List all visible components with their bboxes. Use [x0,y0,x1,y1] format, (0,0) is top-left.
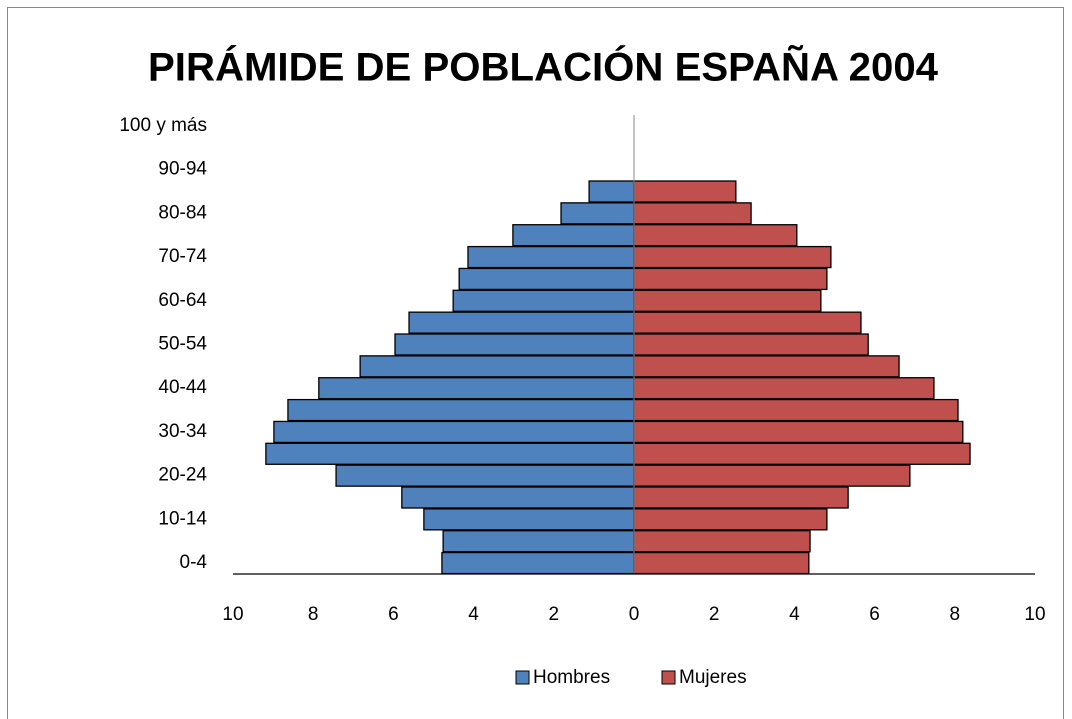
y-tick-label: 20-24 [158,465,207,486]
bar [512,224,635,247]
x-tick-label: 4 [468,604,479,625]
x-tick-label: 10 [1024,604,1045,625]
y-tick-label: 0-4 [180,552,208,573]
x-tick-label: 6 [869,604,880,625]
legend-swatch [515,670,530,685]
bar [633,464,911,487]
bar [633,398,959,422]
x-tick-label: 6 [388,604,399,625]
bar [588,180,635,203]
legend-label: Hombres [533,667,610,688]
x-tick-label: 0 [629,604,640,625]
bar [633,245,832,269]
bar [633,486,849,509]
chart-title: PIRÁMIDE DE POBLACIÓN ESPAÑA 2004 [148,44,939,90]
bar [394,333,635,356]
bar [633,530,811,553]
x-tick-label: 4 [789,604,800,625]
x-tick-label: 8 [308,604,319,625]
y-tick-label: 90-94 [158,159,207,180]
legend-swatch [661,670,676,685]
y-tick-label: 10-14 [158,508,207,529]
bar [633,289,822,312]
x-tick-label: 8 [950,604,961,625]
bar [633,551,810,575]
bar [408,311,635,334]
bar [633,333,869,356]
bar [633,224,798,247]
bar [633,442,971,465]
y-tick-label: 70-74 [158,246,207,267]
bar [458,267,635,291]
bar [265,442,635,465]
bar [401,486,635,509]
x-tick-label: 2 [549,604,560,625]
bar [560,202,635,225]
y-tick-label: 60-64 [158,290,207,311]
bar [633,377,935,400]
bar [633,311,862,334]
bar [633,420,964,444]
bar [633,508,828,531]
y-tick-label: 100 y más [119,115,207,136]
x-tick-label: 10 [222,604,243,625]
bar [452,289,635,312]
y-tick-label: 30-34 [158,421,207,442]
bar [359,355,635,378]
y-tick-label: 40-44 [158,377,207,398]
bar [633,355,900,378]
y-tick-label: 50-54 [158,334,207,355]
bar [335,464,635,487]
bar [318,377,635,400]
bar [441,551,635,575]
y-tick-label: 80-84 [158,202,207,223]
bar [423,508,635,531]
bar [287,398,635,422]
bar [633,180,737,203]
bar [633,202,752,225]
bar [442,530,635,553]
legend-label: Mujeres [679,667,747,688]
x-tick-label: 2 [709,604,720,625]
bar [467,245,635,269]
bar [273,420,635,444]
bar [633,267,828,291]
